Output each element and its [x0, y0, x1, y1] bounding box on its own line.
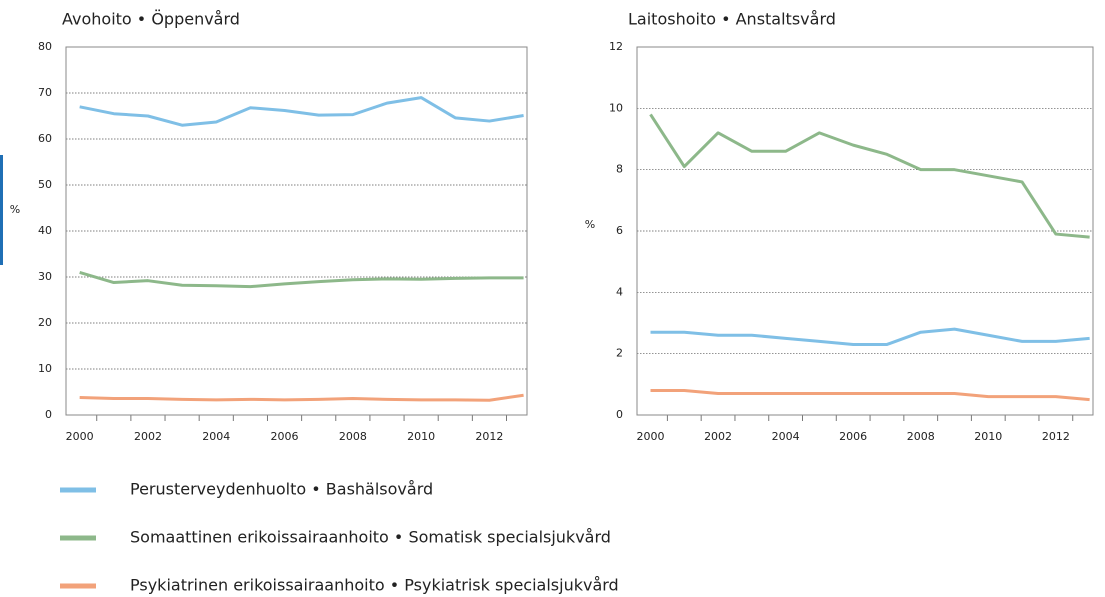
x-tick-label: 2006	[839, 430, 867, 443]
y-tick-label: 0	[45, 408, 52, 421]
y-tick-label: 12	[609, 40, 623, 53]
y-tick-label: 30	[38, 270, 52, 283]
y-tick-label: 8	[616, 163, 623, 176]
x-tick-label: 2002	[704, 430, 732, 443]
series-line	[79, 270, 524, 289]
y-tick-label: 50	[38, 178, 52, 191]
x-tick-label: 2004	[772, 430, 800, 443]
x-tick-label: 2012	[1042, 430, 1070, 443]
y-tick-label: 4	[616, 285, 623, 298]
y-tick-label: 60	[38, 132, 52, 145]
series-line	[79, 96, 524, 127]
x-tick-label: 2008	[907, 430, 935, 443]
y-tick-label: 40	[38, 224, 52, 237]
y-tick-label: 2	[616, 347, 623, 360]
y-tick-label: 20	[38, 316, 52, 329]
plot-frame	[636, 46, 1094, 416]
x-tick-label: 2004	[202, 430, 230, 443]
x-tick-label: 2000	[637, 430, 665, 443]
y-tick-label: 6	[616, 224, 623, 237]
x-tick-label: 2010	[974, 430, 1002, 443]
x-tick-label: 2000	[66, 430, 94, 443]
legend-label: Somaattinen erikoissairaanhoito • Somati…	[130, 528, 611, 547]
x-tick-label: 2002	[134, 430, 162, 443]
y-tick-label: 0	[616, 408, 623, 421]
series-line	[649, 113, 1090, 239]
x-tick-label: 2010	[407, 430, 435, 443]
chart-title: Laitoshoito • Anstaltsvård	[628, 10, 836, 29]
legend-label: Perusterveydenhuolto • Bashälsovård	[130, 480, 433, 499]
plot-frame	[65, 46, 528, 416]
x-tick-label: 2006	[271, 430, 299, 443]
y-tick-label: 70	[38, 86, 52, 99]
y-axis-label: %	[10, 203, 20, 216]
x-tick-label: 2008	[339, 430, 367, 443]
x-tick-label: 2012	[475, 430, 503, 443]
series-line	[650, 327, 1090, 346]
series-line	[79, 393, 524, 402]
y-axis-label: %	[585, 218, 595, 231]
y-tick-label: 10	[609, 101, 623, 114]
chart-title: Avohoito • Öppenvård	[62, 10, 240, 29]
legend-label: Psykiatrinen erikoissairaanhoito • Psyki…	[130, 576, 619, 595]
series-line	[650, 388, 1090, 402]
side-marker	[0, 155, 3, 265]
y-tick-label: 10	[38, 362, 52, 375]
y-tick-label: 80	[38, 40, 52, 53]
